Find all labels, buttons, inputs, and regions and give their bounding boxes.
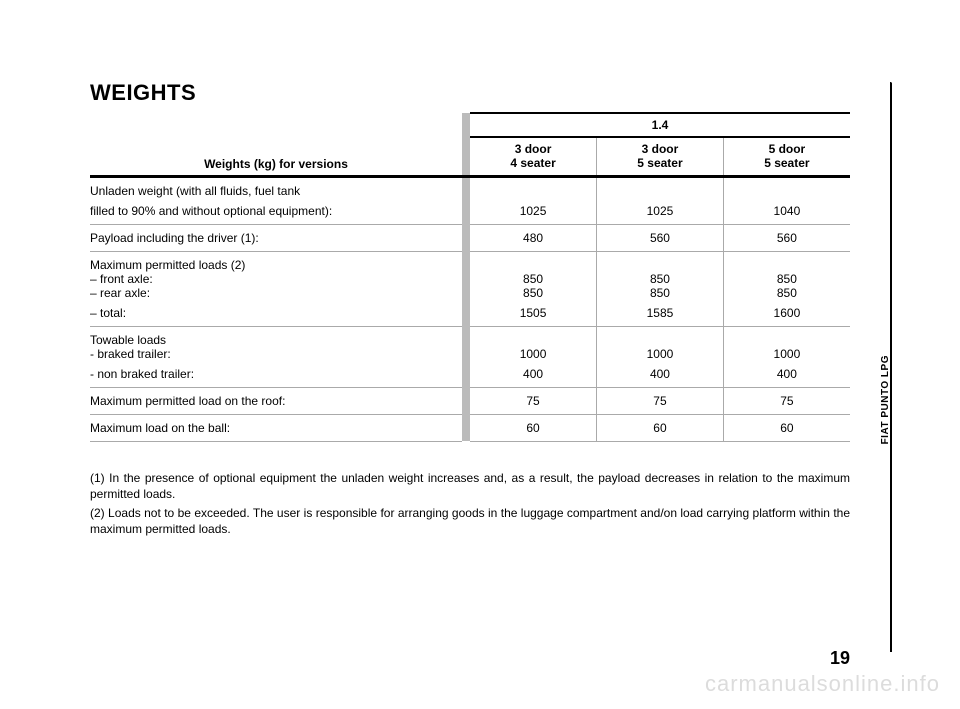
data-cell: 1040	[723, 198, 850, 225]
data-cell: 850	[470, 272, 597, 286]
data-cell: 400	[470, 361, 597, 388]
row-label: filled to 90% and without optional equip…	[90, 198, 462, 225]
column-separator	[462, 387, 470, 414]
data-cell: 850	[597, 272, 724, 286]
data-cell: 1585	[597, 300, 724, 327]
engine-group-header: 1.4	[470, 113, 850, 137]
row-header-label: Weights (kg) for versions	[90, 137, 462, 176]
watermark: carmanualsonline.info	[705, 671, 940, 697]
data-cell: 1025	[470, 198, 597, 225]
data-cell	[723, 326, 850, 347]
row-label: Maximum load on the ball:	[90, 414, 462, 441]
data-cell	[723, 251, 850, 272]
data-cell: 75	[470, 387, 597, 414]
row-label: Maximum permitted loads (2)	[90, 251, 462, 272]
data-cell: 60	[597, 414, 724, 441]
page-number: 19	[830, 648, 850, 669]
data-cell: 850	[723, 272, 850, 286]
data-cell: 1000	[597, 347, 724, 361]
row-label: – rear axle:	[90, 286, 462, 300]
data-cell	[597, 326, 724, 347]
data-cell	[470, 251, 597, 272]
row-label: - non braked trailer:	[90, 361, 462, 388]
row-label: Maximum permitted load on the roof:	[90, 387, 462, 414]
data-cell: 850	[470, 286, 597, 300]
data-cell: 1505	[470, 300, 597, 327]
side-label: FIAT PUNTO LPG	[880, 355, 891, 444]
row-label: Unladen weight (with all fluids, fuel ta…	[90, 176, 462, 198]
data-cell	[597, 251, 724, 272]
row-label: Payload including the driver (1):	[90, 224, 462, 251]
column-separator	[462, 286, 470, 300]
footnote-1: (1) In the presence of optional equipmen…	[90, 470, 850, 502]
data-cell: 75	[597, 387, 724, 414]
data-cell: 1000	[470, 347, 597, 361]
weights-table: 1.4 Weights (kg) for versions 3 door 4 s…	[90, 112, 850, 442]
data-cell: 850	[597, 286, 724, 300]
column-separator	[462, 272, 470, 286]
data-cell: 400	[723, 361, 850, 388]
column-separator	[462, 326, 470, 347]
data-cell: 60	[723, 414, 850, 441]
column-separator	[462, 347, 470, 361]
footnote-2: (2) Loads not to be exceeded. The user i…	[90, 505, 850, 537]
data-cell: 1025	[597, 198, 724, 225]
document-page: WEIGHTS 1.4 Weights (kg) for versions 3 …	[0, 0, 960, 709]
column-separator	[462, 361, 470, 388]
column-separator	[462, 198, 470, 225]
data-cell	[470, 326, 597, 347]
col-1-header: 3 door 5 seater	[597, 137, 724, 176]
column-separator	[462, 251, 470, 272]
data-cell: 60	[470, 414, 597, 441]
data-cell: 1000	[723, 347, 850, 361]
row-label: – total:	[90, 300, 462, 327]
data-cell: 400	[597, 361, 724, 388]
column-separator	[462, 176, 470, 198]
data-cell: 480	[470, 224, 597, 251]
data-cell: 850	[723, 286, 850, 300]
column-separator	[462, 414, 470, 441]
column-separator	[462, 224, 470, 251]
col-0-header: 3 door 4 seater	[470, 137, 597, 176]
footnotes: (1) In the presence of optional equipmen…	[90, 470, 850, 538]
row-label: - braked trailer:	[90, 347, 462, 361]
page-title: WEIGHTS	[90, 80, 850, 106]
data-cell	[597, 176, 724, 198]
data-cell	[470, 176, 597, 198]
data-cell: 1600	[723, 300, 850, 327]
data-cell	[723, 176, 850, 198]
data-cell: 75	[723, 387, 850, 414]
data-cell: 560	[723, 224, 850, 251]
row-label: Towable loads	[90, 326, 462, 347]
column-separator	[462, 300, 470, 327]
data-cell: 560	[597, 224, 724, 251]
row-label: – front axle:	[90, 272, 462, 286]
col-2-header: 5 door 5 seater	[723, 137, 850, 176]
